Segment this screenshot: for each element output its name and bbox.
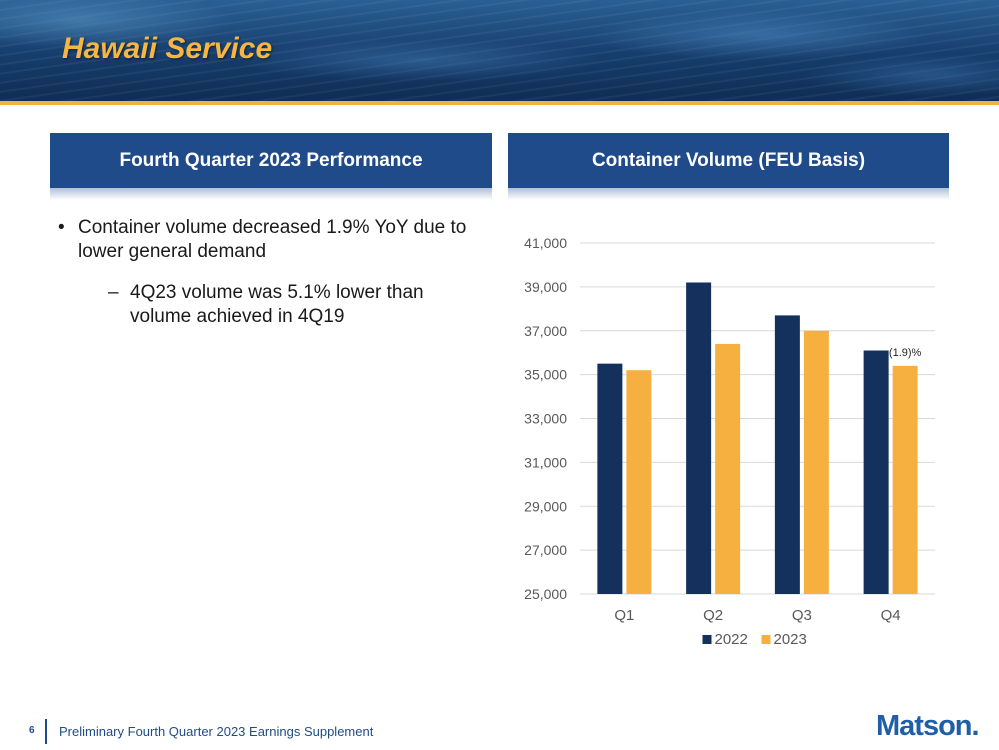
container-volume-chart: 25,000 27,000 29,000 31,000 33,000 35,000 37,0… (524, 235, 935, 648)
bar-2022-q1 (597, 363, 623, 594)
bullet-marker: • (58, 217, 65, 238)
bar-2022-q4 (863, 350, 889, 594)
y-tick-label: 41,000 (524, 235, 567, 251)
bar-2023-q2 (715, 343, 741, 594)
performance-panel-header: Fourth Quarter 2023 Performance (50, 133, 492, 200)
footer-text: Preliminary Fourth Quarter 2023 Earnings… (59, 724, 374, 739)
performance-bullets: • Container volume decreased 1.9% YoY du… (58, 216, 478, 329)
y-tick-label: 31,000 (524, 454, 567, 470)
slide-title: Hawaii Service (62, 32, 273, 65)
data-annotation: (1.9)% (889, 347, 922, 359)
x-tick-label: Q4 (881, 607, 901, 624)
legend-label-2022: 2022 (715, 631, 748, 648)
page-number: 6 (29, 725, 35, 736)
y-tick-label: 35,000 (524, 367, 567, 383)
bar-2022-q3 (774, 315, 800, 594)
y-tick-label: 25,000 (524, 586, 567, 602)
chart-panel-title: Container Volume (FEU Basis) (591, 149, 866, 171)
y-tick-label: 33,000 (524, 411, 567, 427)
sub-bullet-text: 4Q23 volume was 5.1% lower than volume a… (130, 282, 424, 327)
legend-swatch-2023 (761, 635, 771, 644)
sub-bullet-item: – 4Q23 volume was 5.1% lower than volume… (58, 281, 478, 329)
x-tick-label: Q2 (703, 607, 723, 624)
x-tick-label: Q1 (614, 607, 634, 624)
y-tick-label: 37,000 (524, 323, 567, 339)
bar-2023-q4 (892, 365, 918, 594)
banner-gold-rule (0, 101, 999, 105)
legend-label-2023: 2023 (774, 631, 807, 648)
footer-divider (45, 719, 47, 744)
matson-logo: Matson. (876, 710, 980, 742)
chart-panel-header: Container Volume (FEU Basis) (508, 133, 949, 200)
bar-2023-q1 (626, 370, 652, 594)
y-tick-label: 27,000 (524, 542, 567, 558)
sub-bullet-marker: – (108, 282, 119, 303)
x-tick-label: Q3 (792, 607, 812, 624)
bar-2022-q2 (686, 282, 712, 594)
y-tick-label: 39,000 (524, 279, 567, 295)
bullet-item: • Container volume decreased 1.9% YoY du… (58, 216, 478, 264)
bullet-text: Container volume decreased 1.9% YoY due … (78, 217, 467, 262)
performance-panel-title: Fourth Quarter 2023 Performance (119, 149, 423, 171)
bar-2023-q3 (803, 330, 829, 594)
legend-swatch-2022 (702, 635, 712, 644)
header-banner (0, 0, 999, 101)
y-tick-label: 29,000 (524, 498, 567, 514)
